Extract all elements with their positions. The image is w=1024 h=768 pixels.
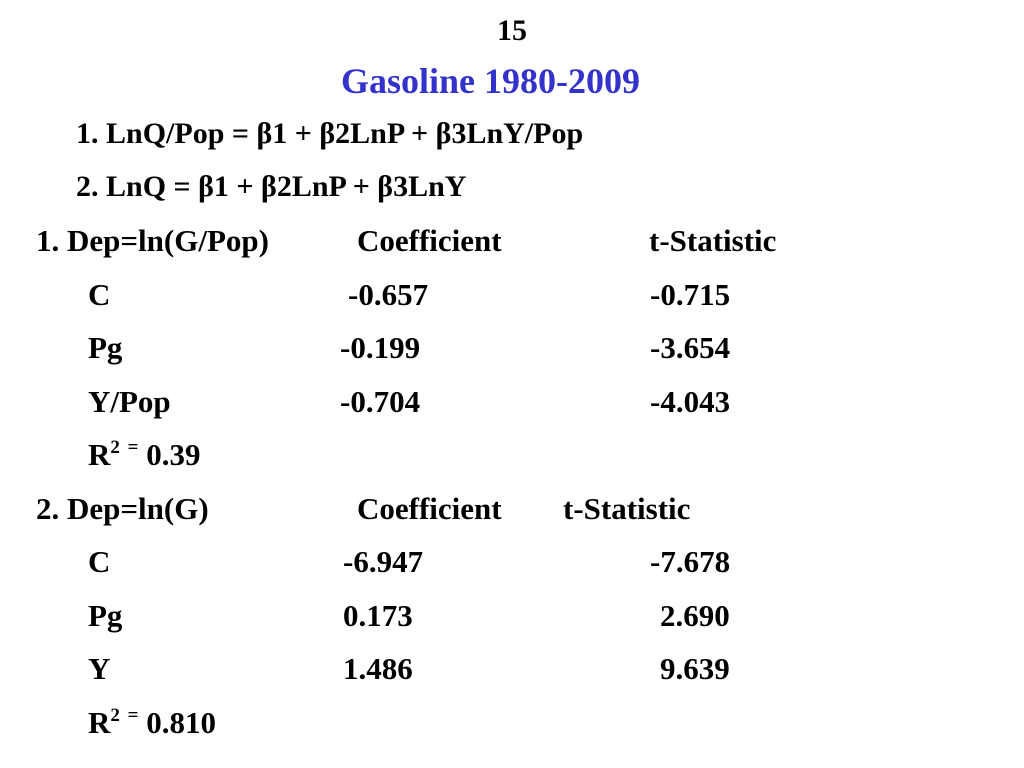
slide-title: Gasoline 1980-2009: [341, 61, 641, 101]
r-squared-superscript: 2: [110, 705, 120, 726]
r-squared-equals: =: [127, 705, 139, 726]
model2-row-var: C: [88, 544, 111, 579]
r-squared-label: R: [88, 437, 111, 472]
slide-number: 15: [497, 14, 527, 47]
model1-row-var: C: [88, 277, 111, 312]
model1-row-coef: -0.704: [340, 384, 421, 419]
r-squared-value: 0.39: [146, 437, 201, 472]
equation-1: 1. LnQ/Pop = β1 + β2LnP + β3LnY/Pop: [76, 117, 584, 150]
model2-row-var: Y: [88, 651, 111, 686]
model2-row-tstat: 2.690: [660, 598, 730, 633]
model2-coefficient-header: Coefficient: [357, 491, 502, 526]
model1-row-var: Pg: [88, 330, 123, 365]
model2-row-coef: 1.486: [343, 651, 413, 686]
r-squared-equals: =: [127, 437, 139, 458]
model1-coefficient-header: Coefficient: [357, 223, 502, 258]
model2-row-tstat: -7.678: [650, 544, 731, 579]
equation-2: 2. LnQ = β1 + β2LnP + β3LnY: [76, 170, 467, 203]
model1-row-var: Y/Pop: [88, 384, 171, 419]
model1-row-coef: -0.657: [348, 277, 429, 312]
model2-r-squared: R2 = 0.810: [88, 705, 216, 740]
r-squared-label: R: [88, 705, 111, 740]
model1-row-tstat: -0.715: [650, 277, 731, 312]
model2-row-coef: 0.173: [343, 598, 413, 633]
model1-row-tstat: -4.043: [650, 384, 731, 419]
r-squared-superscript: 2: [110, 437, 120, 458]
model2-tstat-header: t-Statistic: [563, 491, 691, 526]
model2-row-coef: -6.947: [343, 544, 424, 579]
model1-row-coef: -0.199: [340, 330, 421, 365]
model2-row-var: Pg: [88, 598, 123, 633]
model1-row-tstat: -3.654: [650, 330, 731, 365]
model1-dep-label: 1. Dep=ln(G/Pop): [36, 223, 269, 258]
model2-row-tstat: 9.639: [660, 651, 730, 686]
model2-dep-label: 2. Dep=ln(G): [36, 491, 209, 526]
r-squared-value: 0.810: [146, 705, 216, 740]
model1-tstat-header: t-Statistic: [649, 223, 777, 258]
model1-r-squared: R2 = 0.39: [88, 437, 201, 472]
